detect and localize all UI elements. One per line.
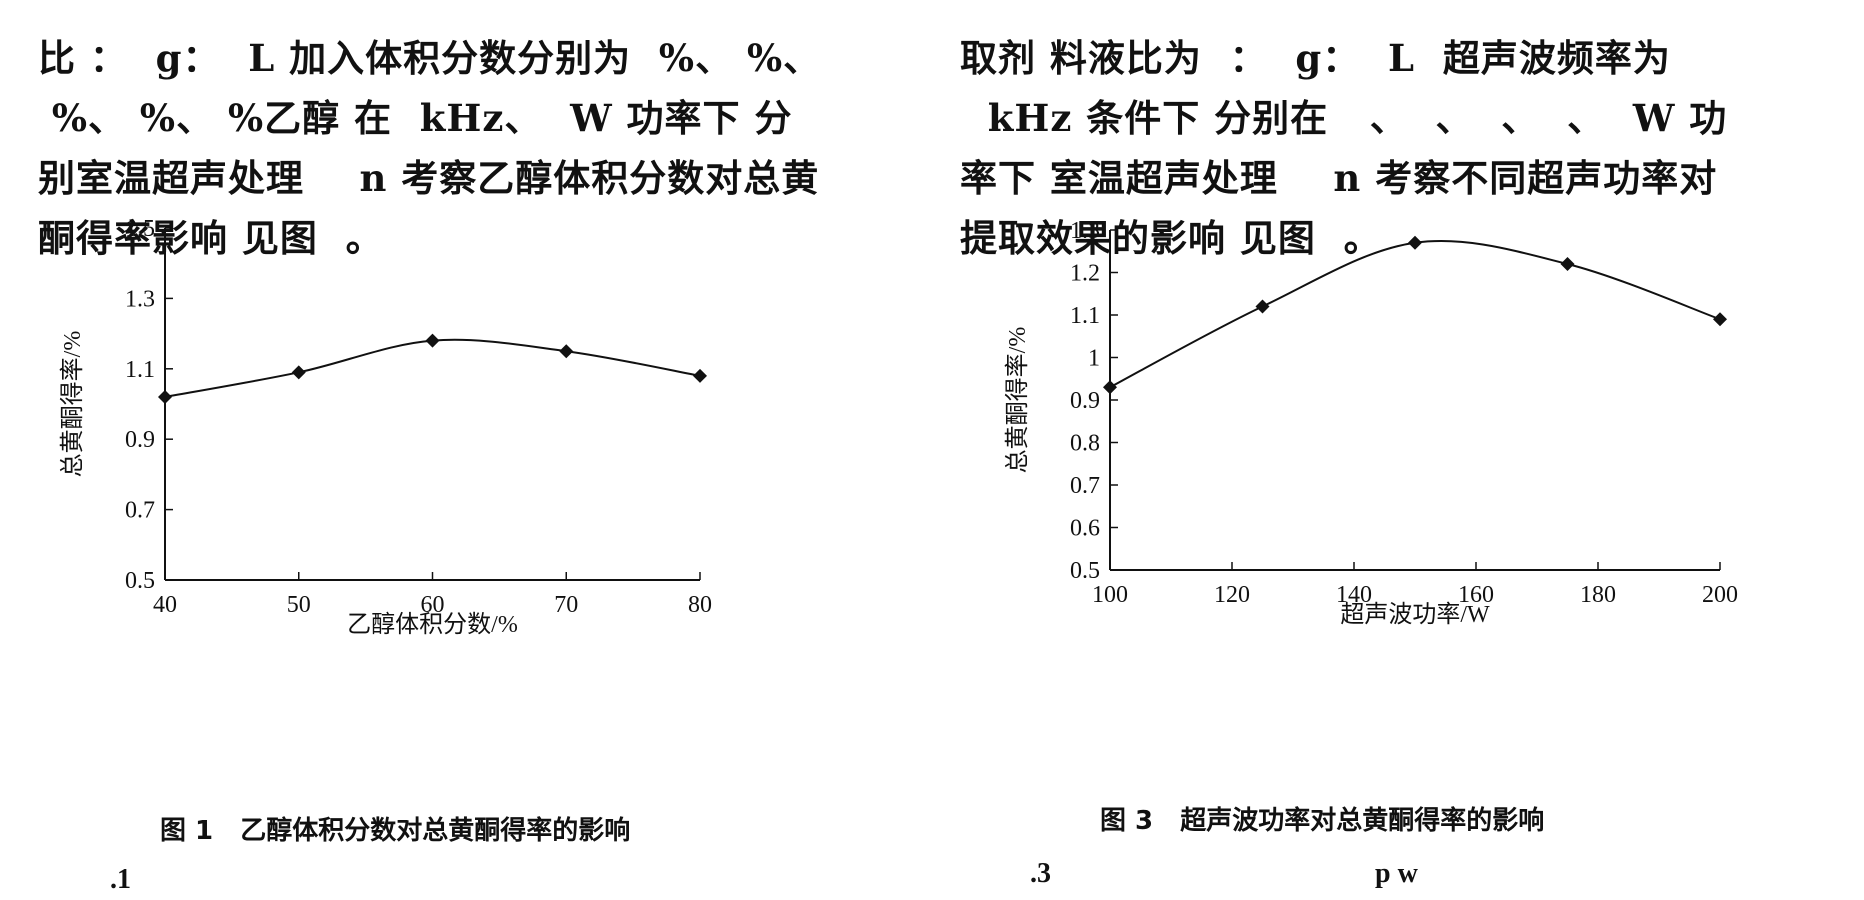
- y-tick-label: 1.2: [1070, 261, 1100, 287]
- figure-3: 0.5 0.6 0.7 0.8 0.9 1 1.1 1.2 1.3 100 120 140 160 180…: [980, 218, 1820, 889]
- y-tick-label: 0.7: [1070, 473, 1100, 499]
- data-point: [158, 389, 172, 404]
- paragraph-line: 提取效果的影响 见图 。: [960, 216, 1382, 260]
- data-point: [1103, 380, 1117, 395]
- data-point: [693, 368, 707, 383]
- x-tick-label: 180: [1580, 582, 1616, 608]
- figure-3-caption-en-tail: p w: [1375, 858, 1418, 889]
- paragraph-line: 比 ： g： L 加入体积分数分别为 %、 %、: [38, 36, 822, 80]
- y-tick-label: 1.3: [1070, 218, 1100, 244]
- x-tick-label: 100: [1092, 582, 1128, 608]
- y-tick-label: 1.1: [125, 357, 155, 383]
- figure-3-caption-en: .3: [1030, 858, 1051, 889]
- y-tick-label: 0.8: [1070, 431, 1100, 457]
- x-tick-label: 40: [153, 592, 177, 618]
- y-tick-label: 0.5: [1070, 558, 1100, 584]
- figure-1-caption-en: .1: [110, 864, 131, 895]
- x-tick-label: 200: [1702, 582, 1738, 608]
- x-tick-label: 60: [421, 592, 445, 618]
- y-tick-label: 1.1: [1070, 303, 1100, 329]
- x-tick-label: 120: [1214, 582, 1250, 608]
- y-tick-label: 0.9: [125, 427, 155, 453]
- series-line: [1109, 239, 1721, 389]
- y-axis-label: 总黄酮得率/%: [1004, 327, 1031, 474]
- x-axis-label: 乙醇体积分数/%: [347, 611, 518, 638]
- x-tick-label: 160: [1458, 582, 1494, 608]
- series-line: [164, 338, 701, 398]
- y-tick-label: 0.9: [1070, 388, 1100, 414]
- y-tick-label: 0.6: [1070, 516, 1100, 542]
- chart-1-svg: 0.5 0.7 0.9 1.1 1.3 1.5 40 50 60 70 80 乙醇体积分数/% 总黄酮得…: [59, 216, 712, 638]
- chart-3-svg: 0.5 0.6 0.7 0.8 0.9 1 1.1 1.2 1.3 100 120 140 160 180…: [1004, 218, 1738, 628]
- x-tick-label: 70: [554, 592, 578, 618]
- right-column-paragraph: 取剂 料液比为 ： g： L 超声波频率为 kHz 条件下 分别在 、 、 、 …: [960, 28, 1820, 268]
- data-point: [1560, 257, 1575, 271]
- paragraph-line: 别室温超声处理 n 考察乙醇体积分数对总黄: [38, 156, 820, 200]
- x-tick-label: 50: [287, 592, 311, 618]
- left-column-paragraph: 比 ： g： L 加入体积分数分别为 %、 %、 %、 %、 %乙醇 在 kHz…: [38, 28, 898, 268]
- y-tick-label: 1.3: [125, 286, 155, 312]
- data-point: [425, 333, 440, 348]
- y-tick-label: 1: [1088, 346, 1100, 372]
- paragraph-line: 酮得率影响 见图 。: [38, 216, 384, 260]
- y-tick-label: 0.5: [125, 568, 155, 594]
- figure-1: 0.5 0.7 0.9 1.1 1.3 1.5 40 50 60 70 80 乙醇体积分数/% 总黄酮得…: [30, 216, 900, 895]
- x-tick-label: 80: [688, 592, 712, 618]
- y-axis-label: 总黄酮得率/%: [59, 331, 86, 478]
- paragraph-line: kHz 条件下 分别在 、 、 、 、 W 功: [960, 96, 1728, 140]
- data-point: [559, 344, 574, 359]
- figure-3-caption: 图 3 超声波功率对总黄酮得率的影响: [1100, 806, 1545, 836]
- data-point: [1713, 312, 1727, 327]
- y-tick-label: 0.7: [125, 498, 155, 524]
- data-point: [1408, 235, 1422, 250]
- paragraph-line: %、 %、 %乙醇 在 kHz、 W 功率下 分: [38, 96, 793, 140]
- paragraph-line: 取剂 料液比为 ： g： L 超声波频率为: [960, 36, 1671, 80]
- figure-1-caption: 图 1 乙醇体积分数对总黄酮得率的影响: [160, 816, 631, 846]
- data-point: [291, 365, 306, 380]
- x-tick-label: 140: [1336, 582, 1372, 608]
- y-tick-label: 1.5: [125, 216, 155, 242]
- data-point: [1255, 299, 1270, 314]
- paragraph-line: 率下 室温超声处理 n 考察不同超声功率对: [960, 156, 1718, 200]
- x-axis-label: 超声波功率/W: [1340, 601, 1490, 628]
